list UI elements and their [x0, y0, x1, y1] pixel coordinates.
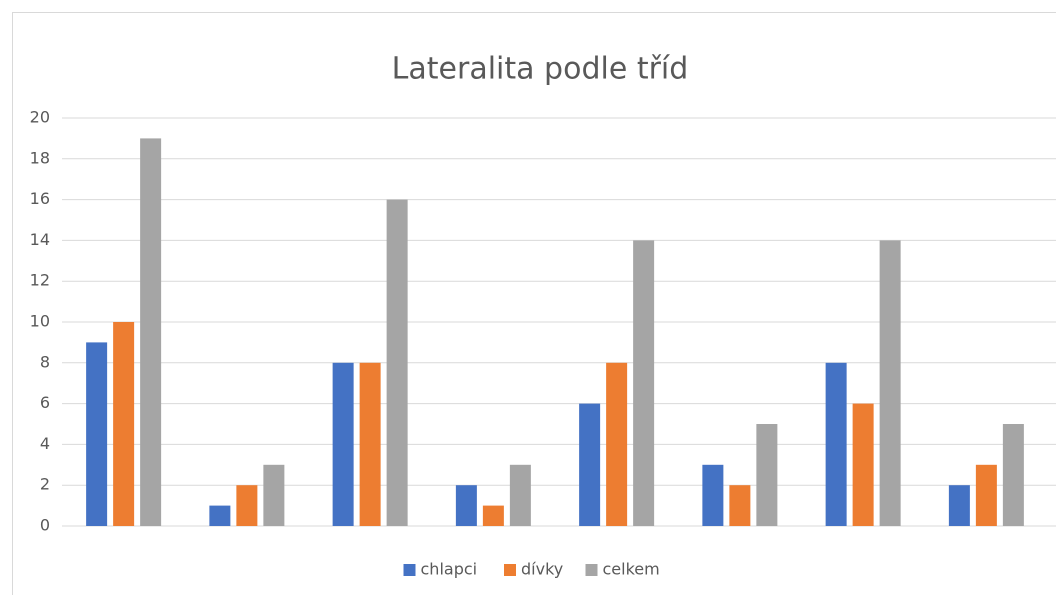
legend-swatch [585, 564, 598, 576]
bar [579, 403, 601, 526]
y-tick-label: 18 [30, 148, 50, 167]
y-tick-label: 12 [30, 271, 50, 290]
bar [729, 485, 751, 526]
y-tick-label: 20 [30, 108, 50, 127]
bar [756, 424, 778, 526]
y-tick-label: 10 [30, 312, 50, 331]
y-tick-label: 6 [40, 393, 50, 412]
bar [113, 322, 135, 526]
bar [359, 362, 381, 526]
bar [1002, 424, 1024, 526]
bar [209, 505, 231, 526]
legend-label: dívky [521, 560, 563, 579]
bar [852, 403, 874, 526]
bar [948, 485, 970, 526]
bar [455, 485, 477, 526]
y-tick-label: 16 [30, 189, 50, 208]
legend-swatch [403, 564, 416, 576]
bar [825, 362, 847, 526]
bar [879, 240, 901, 526]
legend-swatch [504, 564, 516, 576]
bar [509, 464, 531, 526]
y-tick-label: 0 [40, 516, 50, 535]
bar [386, 199, 408, 526]
bar [236, 485, 258, 526]
y-tick-label: 2 [40, 475, 50, 494]
y-tick-label: 14 [30, 230, 50, 249]
bar [332, 362, 354, 526]
bar [86, 342, 108, 526]
y-tick-label: 8 [40, 352, 50, 371]
chart-title: Lateralita podle tříd [392, 52, 689, 87]
bar [263, 464, 285, 526]
legend-label: celkem [603, 560, 660, 579]
y-tick-label: 4 [40, 434, 50, 453]
bar [633, 240, 655, 526]
legend-label: chlapci [421, 560, 478, 579]
bar [482, 505, 504, 526]
bar [702, 464, 724, 526]
bar [140, 138, 162, 526]
bar [975, 464, 997, 526]
bar [606, 362, 628, 526]
